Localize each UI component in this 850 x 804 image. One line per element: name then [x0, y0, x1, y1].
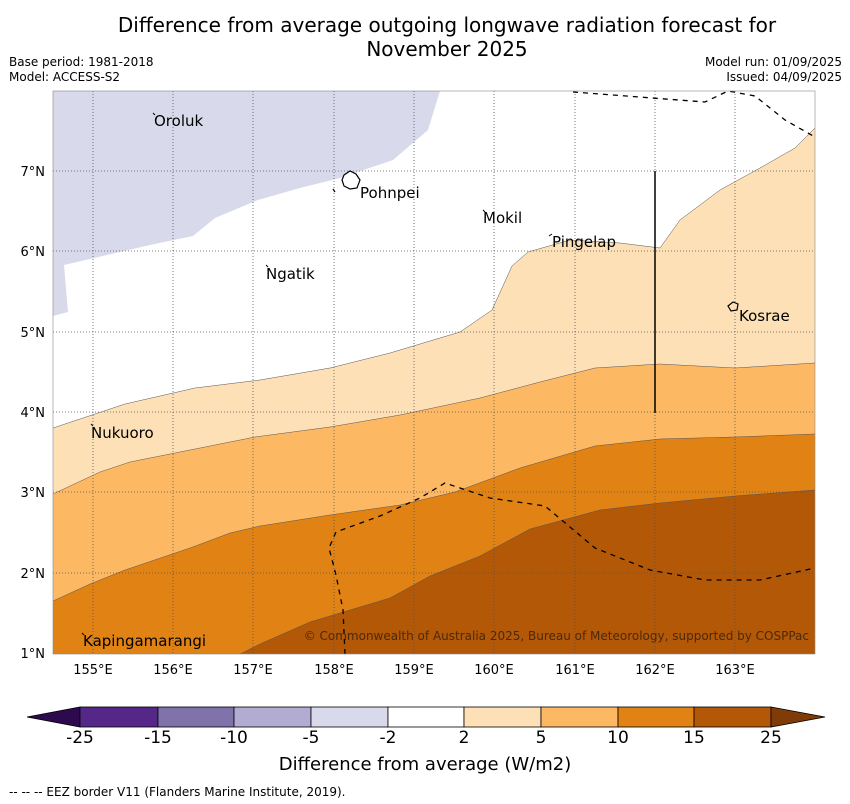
- colorbar-swatch-9: [693, 706, 772, 728]
- x-tick-162: 162°E: [635, 663, 675, 678]
- place-kosrae: Kosrae: [739, 307, 790, 325]
- y-tick-7n: 7°N: [21, 165, 46, 180]
- colorbar-label-6: 2: [458, 728, 470, 748]
- place-oroluk: Oroluk: [154, 112, 203, 130]
- x-tick-158: 158°E: [314, 663, 354, 678]
- x-tick-155: 155°E: [73, 663, 113, 678]
- colorbar-low-extension: [26, 706, 81, 728]
- copyright-notice: © Commonwealth of Australia 2025, Bureau…: [304, 629, 809, 643]
- colorbar-label-5: -2: [379, 728, 397, 748]
- atoll-marks: [81, 112, 553, 636]
- pohnpei-island-outline: [341, 170, 361, 190]
- colorbar-label-1: -25: [66, 728, 94, 748]
- y-tick-4n: 4°N: [21, 406, 46, 421]
- colorbar-label-10: 25: [760, 728, 782, 748]
- eez-legend-footer: -- -- -- EEZ border V11 (Flanders Marine…: [9, 785, 346, 799]
- gridlines: [53, 91, 815, 654]
- map-fill: Oroluk Pohnpei Mokil Pingelap Ngatik Kos…: [53, 91, 815, 654]
- x-tick-163: 163°E: [715, 663, 755, 678]
- map-frame: [52, 90, 816, 655]
- colorbar-label-8: 10: [607, 728, 629, 748]
- place-pohnpei: Pohnpei: [360, 184, 420, 202]
- colorbar-label-2: -15: [144, 728, 172, 748]
- colorbar-swatch-3: [233, 706, 312, 728]
- x-tick-160: 160°E: [474, 663, 514, 678]
- place-nukuoro: Nukuoro: [91, 424, 154, 442]
- y-tick-5n: 5°N: [21, 326, 46, 341]
- colorbar-label-4: -5: [302, 728, 320, 748]
- place-ngatik: Ngatik: [266, 265, 315, 283]
- model-name: Model: ACCESS-S2: [9, 70, 121, 84]
- x-tick-161: 161°E: [555, 663, 595, 678]
- colorbar-swatch-8: [617, 706, 695, 728]
- base-period: Base period: 1981-2018: [9, 55, 154, 69]
- x-tick-157: 157°E: [233, 663, 273, 678]
- title-line-1: Difference from average outgoing longwav…: [117, 13, 777, 37]
- colorbar-title: Difference from average (W/m2): [278, 754, 572, 775]
- y-axis-ticks: 7°N 6°N 5°N 4°N 3°N 2°N 1°N: [21, 165, 46, 662]
- y-tick-3n: 3°N: [21, 486, 46, 501]
- colorbar-swatch-5: [387, 706, 465, 728]
- colorbar-swatch-2: [157, 706, 235, 728]
- x-axis-ticks: 155°E 156°E 157°E 158°E 159°E 160°E 161°…: [73, 663, 755, 678]
- colorbar-label-3: -10: [220, 728, 248, 748]
- colorbar-swatch-4: [310, 706, 389, 728]
- contour-brown: [240, 490, 815, 654]
- colorbar-label-9: 15: [683, 728, 705, 748]
- place-pingelap: Pingelap: [552, 233, 616, 251]
- y-tick-2n: 2°N: [21, 567, 46, 582]
- x-tick-156: 156°E: [153, 663, 193, 678]
- x-tick-159: 159°E: [394, 663, 434, 678]
- meta-right: Model run: 01/09/2025 Issued: 04/09/2025: [705, 55, 842, 85]
- kosrae-island-outline: [727, 301, 739, 312]
- model-run: Model run: 01/09/2025: [704, 55, 842, 69]
- ant-atoll-mark: [332, 188, 336, 193]
- contour-light-purple: [53, 91, 440, 316]
- colorbar-label-7: 5: [535, 728, 547, 748]
- colorbar-swatch-7: [540, 706, 619, 728]
- contour-outlines: [53, 127, 815, 654]
- colorbar: [26, 706, 826, 728]
- y-tick-1n: 1°N: [21, 647, 46, 662]
- colorbar-swatch-1: [79, 706, 159, 728]
- colorbar-swatch-6: [463, 706, 542, 728]
- chart-title: Difference from average outgoing longwav…: [0, 13, 850, 61]
- place-kapingamarangi: Kapingamarangi: [83, 632, 206, 650]
- meta-left: Base period: 1981-2018 Model: ACCESS-S2: [9, 55, 154, 85]
- colorbar-high-extension: [770, 706, 826, 728]
- title-line-2: November 2025: [366, 37, 528, 61]
- eez-borders: [328, 91, 815, 654]
- issued-date: Issued: 04/09/2025: [726, 70, 842, 84]
- place-mokil: Mokil: [483, 209, 522, 227]
- y-tick-6n: 6°N: [21, 245, 46, 260]
